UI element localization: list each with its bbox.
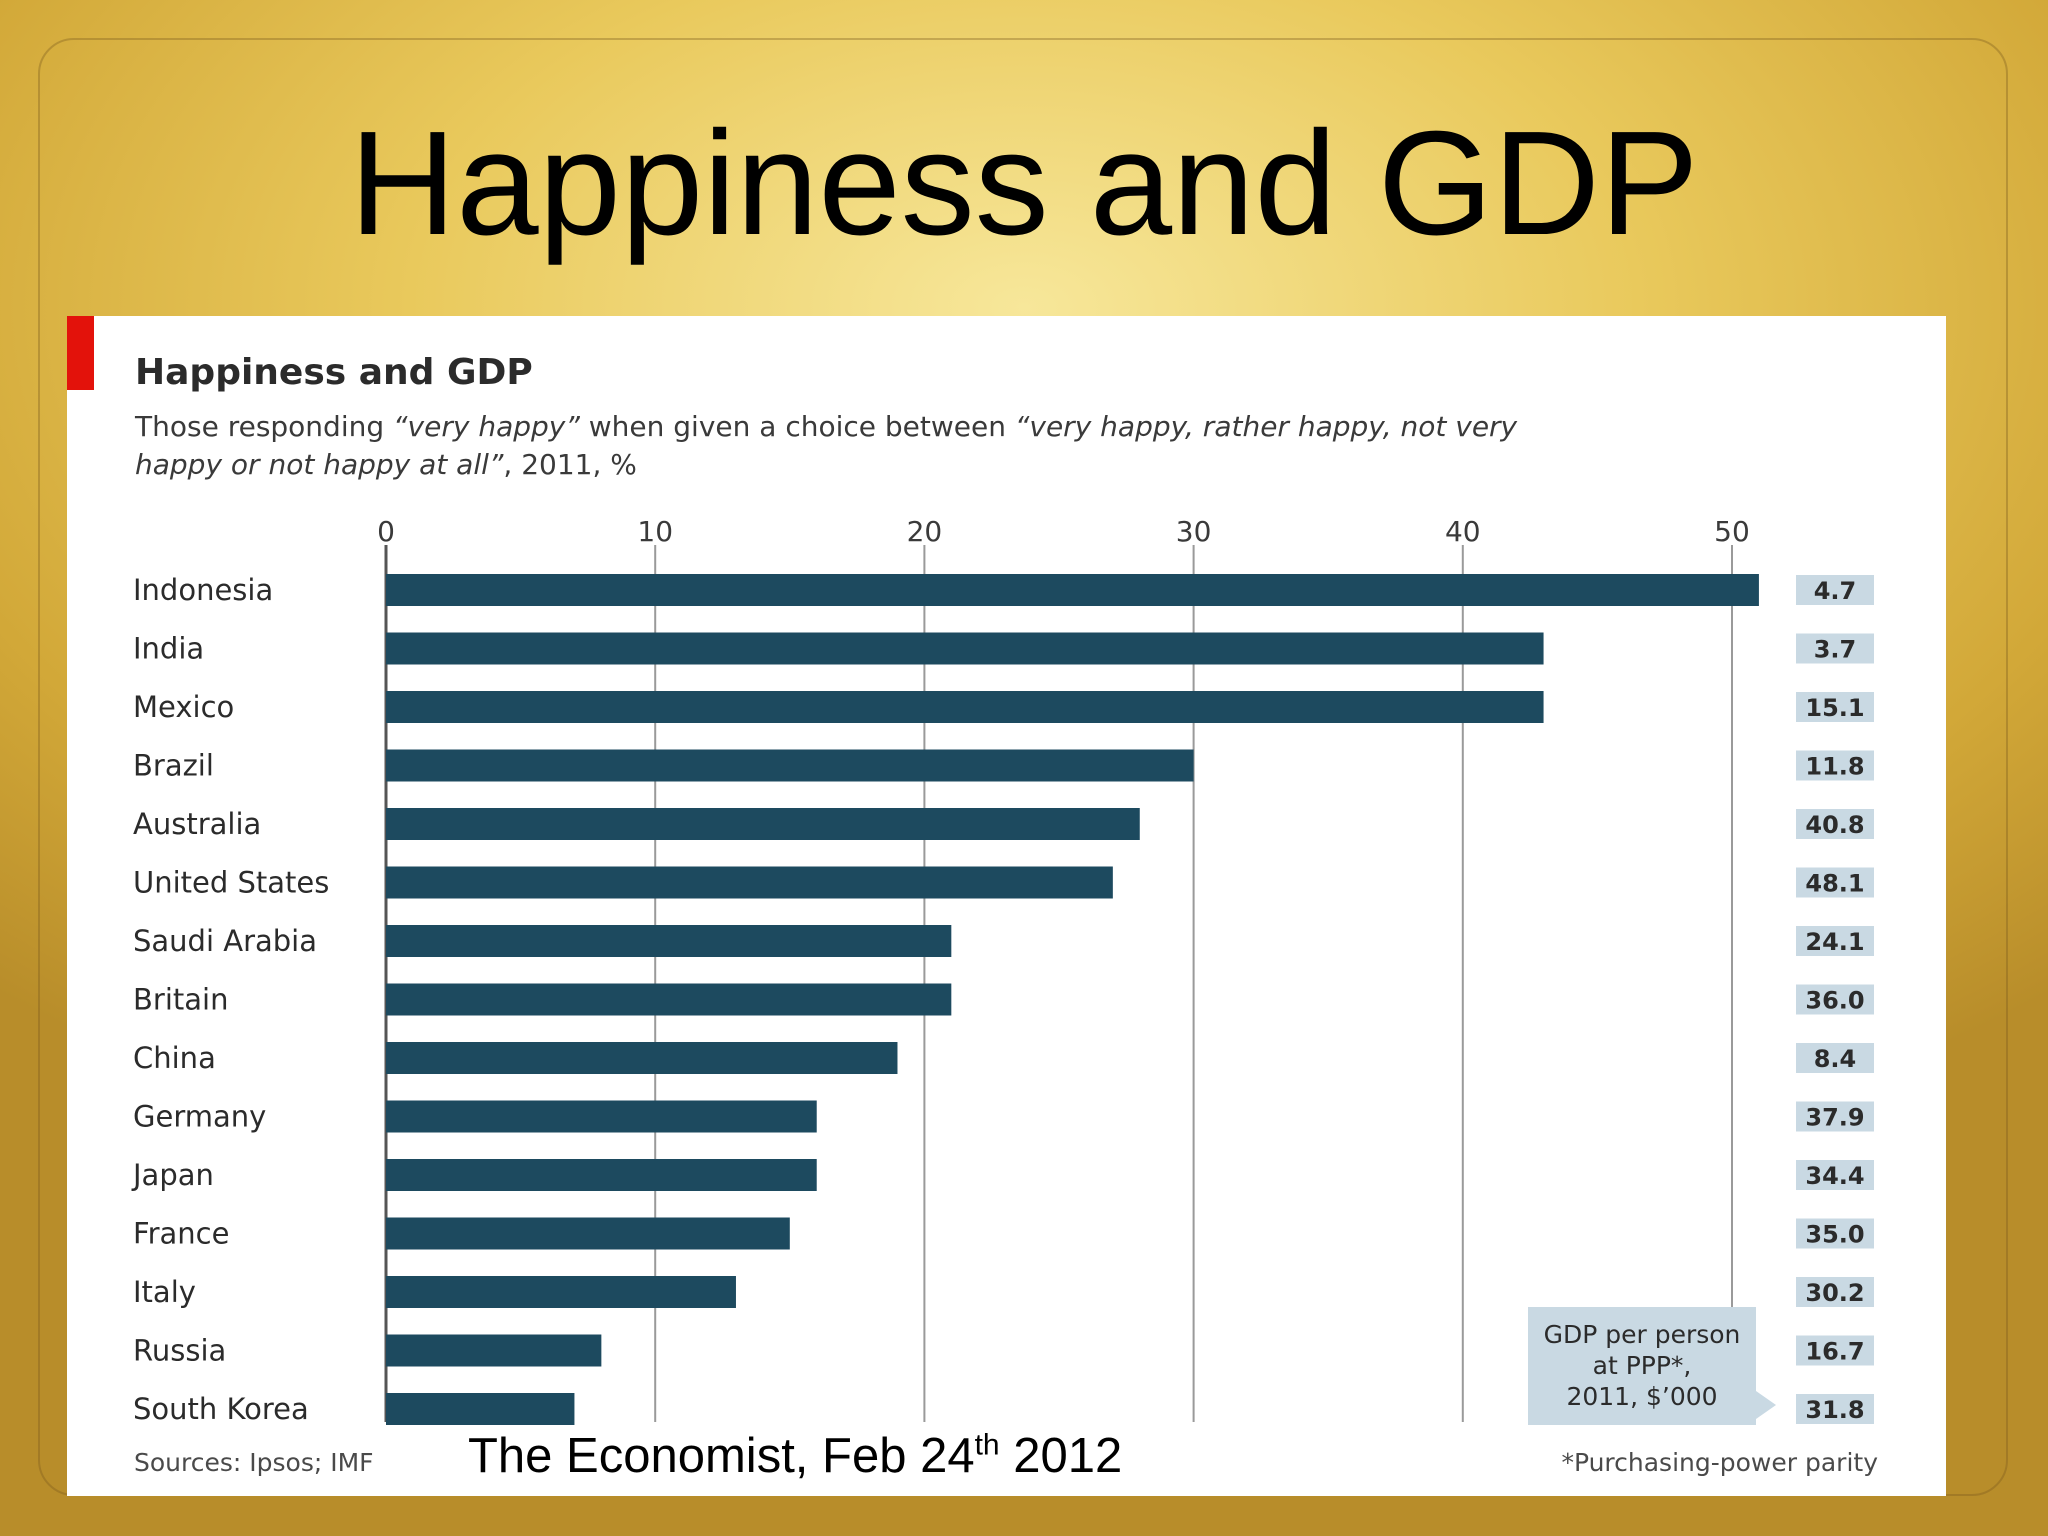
x-tick-label: 10 — [637, 515, 673, 548]
category-label: Mexico — [133, 690, 234, 724]
bar — [386, 1276, 736, 1308]
subtitle-italic1: “very happy” — [393, 410, 580, 443]
gdp-value-label: 4.7 — [1814, 577, 1857, 605]
gdp-value-label: 35.0 — [1805, 1221, 1864, 1249]
gdp-value-box — [1796, 1335, 1874, 1366]
gdp-value-label: 48.1 — [1805, 870, 1864, 898]
slide-title: Happiness and GDP — [349, 101, 1699, 266]
citation-main: The Economist, Feb 24 — [468, 1429, 975, 1483]
gdp-value-label: 8.4 — [1814, 1045, 1857, 1073]
gdp-value-label: 30.2 — [1805, 1279, 1864, 1307]
gdp-value-box — [1796, 867, 1874, 898]
economist-red-tab — [67, 316, 94, 390]
bar — [386, 1393, 575, 1425]
bar — [386, 1100, 817, 1133]
gdp-value-box — [1796, 633, 1874, 664]
citation-year: 2012 — [999, 1429, 1123, 1483]
bar — [386, 749, 1194, 782]
category-label: South Korea — [133, 1392, 309, 1426]
slide-citation: The Economist, Feb 24th 2012 — [468, 1428, 1122, 1484]
chart-sources: Sources: Ipsos; IMF — [134, 1448, 374, 1477]
category-label: Brazil — [133, 749, 214, 783]
bar — [386, 925, 952, 957]
category-label: Germany — [133, 1100, 266, 1134]
gdp-value-label: 34.4 — [1805, 1162, 1864, 1190]
category-label: Russia — [133, 1334, 226, 1368]
bar — [386, 1334, 602, 1367]
bar — [386, 1042, 898, 1074]
x-tick-label: 50 — [1714, 515, 1750, 548]
gdp-value-label: 40.8 — [1805, 811, 1864, 839]
gdp-label-line2: at PPP*, — [1592, 1351, 1692, 1380]
gdp-value-label: 36.0 — [1805, 987, 1864, 1015]
x-tick-label: 0 — [377, 515, 395, 548]
gdp-value-box — [1796, 984, 1874, 1015]
citation-sup: th — [974, 1428, 1000, 1462]
category-label: China — [133, 1041, 216, 1075]
gdp-value-label: 31.8 — [1805, 1396, 1864, 1424]
category-label: India — [133, 632, 204, 666]
subtitle-part3: , 2011, % — [503, 448, 637, 481]
bar — [386, 808, 1140, 840]
gdp-value-box — [1796, 575, 1874, 605]
bar — [386, 574, 1759, 606]
bar — [386, 632, 1544, 665]
bar — [386, 866, 1113, 899]
gdp-value-box — [1796, 1043, 1874, 1073]
category-label: United States — [133, 866, 329, 900]
gdp-value-label: 16.7 — [1805, 1338, 1864, 1366]
gdp-value-box — [1796, 1101, 1874, 1132]
category-label: Indonesia — [133, 573, 273, 607]
gdp-value-box — [1796, 1218, 1874, 1249]
category-label: Saudi Arabia — [133, 924, 317, 958]
chart-panel — [67, 316, 1946, 1496]
subtitle-part2: when given a choice between — [579, 410, 1015, 443]
gdp-box-arrow — [1756, 1391, 1776, 1419]
gdp-value-box — [1796, 750, 1874, 781]
x-tick-label: 30 — [1176, 515, 1212, 548]
category-label: Britain — [133, 983, 228, 1017]
gdp-value-label: 15.1 — [1805, 694, 1864, 722]
x-tick-label: 40 — [1445, 515, 1481, 548]
gdp-legend-box: GDP per person at PPP*, 2011, $’000 — [1528, 1307, 1776, 1425]
gdp-label-line1: GDP per person — [1543, 1320, 1741, 1349]
chart-footnote: *Purchasing-power parity — [1561, 1448, 1878, 1477]
gdp-value-box — [1796, 1160, 1874, 1190]
gdp-value-box — [1796, 809, 1874, 839]
bar — [386, 1217, 790, 1250]
chart-subtitle: Those responding “very happy” when given… — [135, 408, 1535, 484]
gdp-value-box — [1796, 926, 1874, 956]
subtitle-italic2: “very happy, rather happy, not very happ… — [135, 410, 1518, 481]
gdp-label-line3: 2011, $’000 — [1566, 1382, 1718, 1411]
category-label: Japan — [131, 1158, 214, 1192]
gdp-value-label: 11.8 — [1805, 753, 1864, 781]
category-label: Italy — [133, 1275, 196, 1309]
gdp-value-box — [1796, 1277, 1874, 1307]
gdp-value-box — [1796, 1394, 1874, 1424]
gdp-value-box — [1796, 692, 1874, 722]
gdp-value-label: 3.7 — [1814, 636, 1857, 664]
x-tick-label: 20 — [907, 515, 943, 548]
bar — [386, 1159, 817, 1191]
bar — [386, 983, 952, 1016]
bar — [386, 691, 1544, 723]
gdp-value-label: 24.1 — [1805, 928, 1864, 956]
category-label: Australia — [133, 807, 261, 841]
subtitle-part1: Those responding — [135, 410, 394, 443]
chart-title: Happiness and GDP — [135, 352, 533, 393]
gdp-value-label: 37.9 — [1805, 1104, 1864, 1132]
category-label: France — [133, 1217, 229, 1251]
